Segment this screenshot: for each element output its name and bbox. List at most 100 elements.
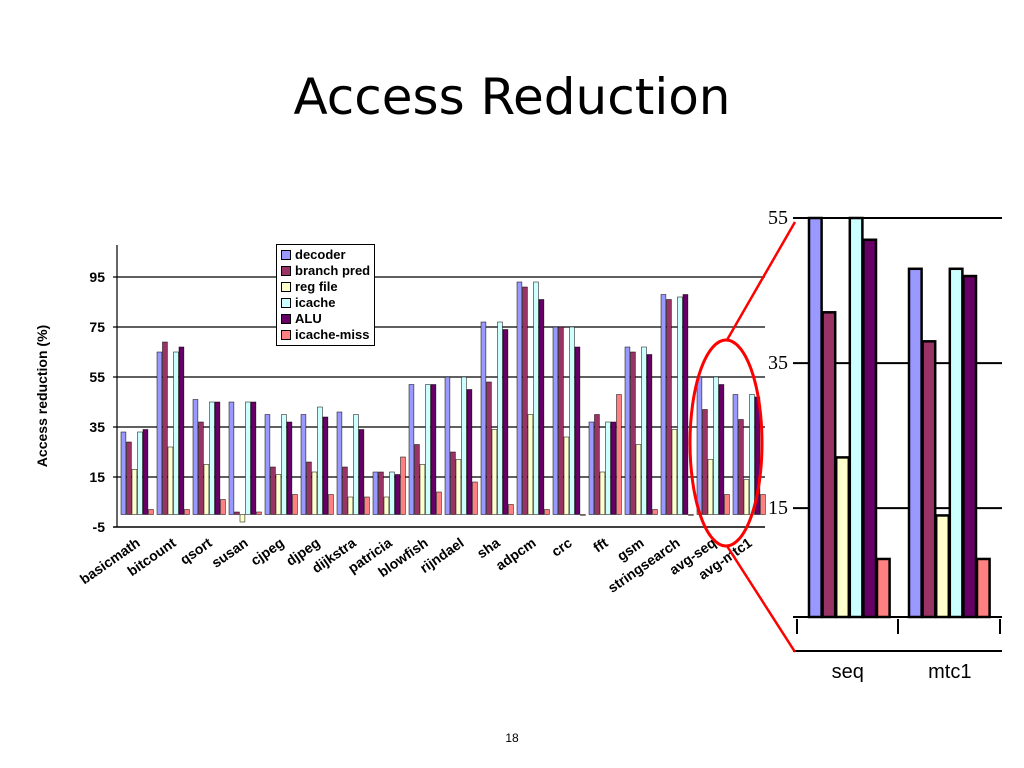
bar-branch-pred-rijndael [450, 451, 456, 515]
bar-icache-miss-basicmath [148, 509, 154, 515]
bar-icache-miss-avg-seq [724, 494, 730, 515]
zoom-y-tick-label: 35 [768, 352, 788, 374]
legend-label: icache [295, 295, 336, 310]
bar-reg-file-crc [563, 436, 570, 515]
bar-icache-miss-fft [616, 394, 622, 515]
bar-decoder-gsm [624, 346, 631, 515]
bar-icache-stringsearch [677, 296, 683, 515]
bar-reg-file-avg-seq [707, 459, 714, 515]
bar-reg-file-basicmath [131, 469, 138, 515]
bar-icache-rijndael [461, 376, 467, 515]
bar-icache-fft [605, 421, 611, 515]
bar-decoder-bitcount [156, 351, 163, 515]
bar-icache-bitcount [173, 351, 179, 515]
bar-icache-miss-blowfish [436, 491, 442, 515]
bar-icache-gsm [641, 346, 647, 515]
bar-decoder-qsort [192, 399, 199, 515]
legend-item: ALU [281, 311, 370, 327]
bar-icache-miss-sha [508, 504, 514, 515]
zoom-bar-icache-miss-seq [875, 557, 891, 619]
zoom-x-tick-label: mtc1 [928, 661, 971, 683]
legend-label: decoder [295, 247, 346, 262]
x-tick-label: susan [208, 534, 250, 570]
main-chart-y-ticks: 95 75 55 35 15 -5 [89, 269, 105, 535]
bar-icache-miss-susan [256, 511, 262, 515]
bar-ALU-gsm [646, 354, 653, 515]
zoom-bar-decoder-mtc1 [907, 267, 923, 619]
legend-item: decoder [281, 247, 370, 263]
y-tick-label: 55 [89, 369, 105, 385]
x-tick-label: cjpeg [248, 534, 287, 568]
bar-decoder-basicmath [120, 431, 127, 515]
zoom-chart-bars [807, 216, 991, 619]
bar-reg-file-sha [491, 429, 498, 515]
zoom-chart-x-labels: seq mtc1 [832, 661, 972, 683]
bar-ALU-crc [574, 346, 581, 515]
bar-decoder-fft [588, 421, 595, 515]
bar-ALU-patricia [394, 474, 401, 515]
bar-decoder-crc [552, 326, 559, 515]
bar-icache-blowfish [425, 384, 431, 515]
main-chart-x-labels: basicmathbitcountqsortsusancjpegdjpegdij… [77, 534, 755, 596]
bar-decoder-rijndael [444, 376, 451, 515]
page-number: 18 [505, 731, 519, 745]
bar-icache-miss-stringsearch [688, 514, 694, 516]
legend-swatch [281, 282, 291, 292]
bar-ALU-fft [610, 421, 617, 515]
bar-branch-pred-dijkstra [342, 466, 348, 515]
bar-reg-file-adpcm [527, 414, 534, 515]
zoom-y-tick-label: 55 [768, 207, 788, 229]
bar-decoder-djpeg [300, 414, 307, 515]
chart-legend: decoder branch pred reg file icache ALU icach… [276, 244, 376, 346]
bar-branch-pred-fft [594, 414, 600, 515]
bar-branch-pred-stringsearch [666, 299, 672, 515]
zoom-bar-icache-seq [848, 216, 864, 619]
zoom-bar-branch-pred-mtc1 [921, 340, 937, 619]
bar-branch-pred-djpeg [306, 461, 312, 515]
main-chart-gridlines [113, 245, 765, 528]
legend-item: branch pred [281, 263, 370, 279]
bar-branch-pred-avg-seq [702, 409, 708, 515]
legend-label: reg file [295, 279, 338, 294]
bar-ALU-adpcm [538, 299, 545, 515]
bar-decoder-sha [480, 321, 487, 515]
zoom-bar-icache-miss-mtc1 [975, 557, 991, 619]
main-chart-bars [120, 281, 766, 523]
zoom-bar-ALU-seq [862, 238, 878, 619]
bar-reg-file-dijkstra [347, 496, 354, 515]
bar-icache-susan [245, 401, 251, 515]
zoom-chart-y-ticks: 55 35 15 [768, 207, 788, 519]
bar-branch-pred-sha [486, 381, 492, 515]
y-tick-label: 75 [89, 319, 105, 335]
bar-ALU-stringsearch [682, 294, 689, 515]
zoom-bar-reg-file-mtc1 [934, 514, 951, 619]
bar-reg-file-bitcount [167, 446, 174, 515]
legend-swatch [281, 330, 291, 340]
bar-icache-avg-seq [713, 376, 719, 515]
bar-icache-miss-avg-mtc1 [760, 494, 766, 515]
bar-branch-pred-bitcount [162, 341, 168, 515]
bar-reg-file-cjpeg [275, 474, 282, 515]
bar-decoder-blowfish [408, 384, 415, 515]
bar-branch-pred-qsort [198, 421, 204, 515]
legend-label: branch pred [295, 263, 371, 278]
y-tick-label: -5 [93, 519, 106, 535]
zoom-bar-reg-file-seq [834, 456, 851, 619]
bar-branch-pred-avg-mtc1 [738, 419, 744, 515]
x-tick-label: adpcm [493, 534, 539, 573]
y-tick-label: 95 [89, 269, 105, 285]
bar-branch-pred-gsm [630, 351, 636, 515]
x-tick-label: crc [548, 534, 575, 559]
bar-ALU-bitcount [178, 346, 185, 515]
bar-icache-qsort [209, 401, 215, 515]
slide-title: Access Reduction [293, 68, 731, 126]
bar-ALU-blowfish [430, 384, 437, 515]
bar-icache-patricia [389, 471, 395, 515]
bar-branch-pred-susan [234, 511, 240, 515]
zoom-bar-ALU-mtc1 [962, 274, 978, 619]
zoom-annotations [688, 221, 797, 653]
zoom-x-tick-label: seq [832, 661, 864, 683]
bar-reg-file-blowfish [419, 464, 426, 515]
bar-icache-dijkstra [353, 414, 359, 515]
bar-decoder-avg-seq [696, 376, 703, 515]
